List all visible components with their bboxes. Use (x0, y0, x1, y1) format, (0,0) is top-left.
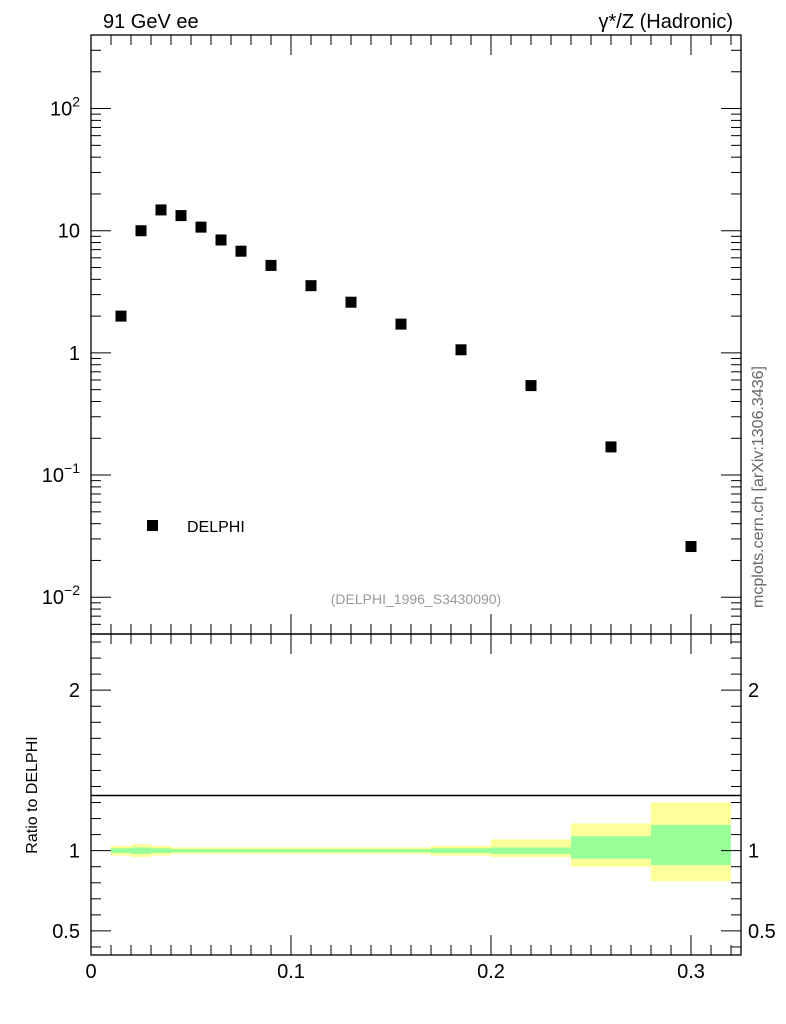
top-left-label: 91 GeV ee (103, 11, 199, 33)
data-point (395, 318, 407, 330)
x-tick-label: 0.1 (277, 961, 305, 983)
band-inner (291, 849, 331, 853)
band-inner (431, 848, 491, 854)
band-inner (651, 824, 731, 866)
legend-label: DELPHI (187, 519, 245, 536)
band-inner (171, 849, 191, 853)
x-tick-labels: 0 0.1 0.2 0.3 (85, 961, 704, 983)
band-inner (491, 847, 571, 854)
y-tick-label: 10−1 (42, 460, 80, 487)
data-point (345, 296, 357, 308)
main-ticks (91, 34, 741, 635)
data-point (135, 225, 147, 237)
side-label: mcplots.cern.ch [arXiv:1306.3436] (750, 366, 767, 608)
y-tick-label: 10 (58, 221, 80, 243)
main-frame (90, 34, 742, 635)
data-points (115, 204, 697, 553)
analysis-label: (DELPHI_1996_S3430090) (331, 591, 501, 607)
band-inner (231, 849, 251, 853)
data-point (235, 245, 247, 257)
x-tick-label: 0 (85, 961, 96, 983)
data-point (155, 204, 167, 216)
band-inner (371, 849, 431, 853)
x-tick-label: 0.3 (677, 961, 705, 983)
band-inner (571, 836, 651, 859)
y-tick-label: 10−2 (42, 582, 80, 609)
x-tick-label: 0.2 (477, 961, 505, 983)
band-inner (331, 849, 371, 853)
data-point (305, 280, 317, 292)
ratio-frame (90, 633, 742, 956)
data-point (195, 221, 207, 233)
data-point (115, 310, 127, 322)
data-point (605, 441, 617, 453)
ratio-tick-label-right: 1 (748, 841, 759, 863)
data-point (685, 541, 697, 553)
ratio-tick-label-left: 1 (69, 841, 80, 863)
ratio-bands (111, 802, 731, 882)
data-point (175, 210, 187, 222)
top-right-label: γ*/Z (Hadronic) (599, 11, 733, 33)
band-inner (211, 849, 231, 853)
band-inner (191, 849, 211, 853)
y-tick-label: 1 (69, 343, 80, 365)
ratio-tick-label-right: 2 (748, 680, 759, 702)
data-point (265, 259, 277, 271)
band-inner (131, 847, 151, 854)
legend-marker (147, 520, 158, 531)
data-point (525, 380, 537, 392)
ratio-ticks (91, 641, 741, 948)
data-point (455, 344, 467, 356)
x-ticks (90, 35, 732, 955)
band-inner (151, 848, 171, 854)
ratio-tick-label-left: 2 (69, 680, 80, 702)
data-point (215, 234, 227, 246)
band-inner (251, 849, 291, 853)
y-tick-label: 102 (50, 94, 80, 121)
band-inner (111, 848, 131, 854)
ratio-y-axis-label: Ratio to DELPHI (24, 736, 41, 853)
y-tick-labels: 10−2 10−1 1 10 102 0.5 0.5 1 1 2 2 (42, 94, 776, 943)
ratio-tick-label-right: 0.5 (748, 921, 776, 943)
ratio-tick-label-left: 0.5 (52, 921, 80, 943)
